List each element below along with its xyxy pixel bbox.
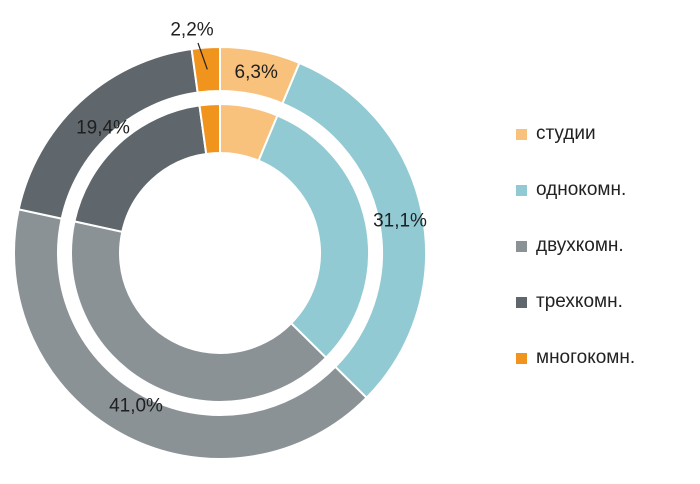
inner-slice-odnokomn [257, 114, 370, 360]
legend-item-dvuhkomn: двухкомн. [516, 235, 635, 256]
outer-slice-dvuhkomn [13, 208, 368, 461]
data-labels: 6,3% 31,1% 41,0% 19,4% 2,2% [76, 20, 427, 417]
legend-label: однокомн. [536, 179, 627, 200]
outer-slice-mnogokomn [190, 45, 221, 94]
legend-item-mnogokomn: многокомн. [516, 347, 636, 368]
data-label-trehkomn: 19,4% [76, 118, 130, 139]
legend: студии однокомн. двухкомн. трехкомн. мно… [516, 123, 636, 404]
inner-ring [70, 102, 370, 403]
data-label-studii: 6,3% [235, 62, 278, 83]
legend-item-studii: студии [516, 123, 635, 144]
data-label-mnogokomn: 2,2% [170, 20, 213, 41]
leader-lines [197, 42, 208, 70]
legend-item-odnokomn: однокомн. [516, 179, 635, 200]
legend-swatch [516, 128, 527, 140]
legend-swatch [516, 184, 527, 196]
legend-label: студии [536, 123, 596, 144]
data-label-dvuhkomn: 41,0% [109, 396, 163, 417]
legend-swatch [516, 296, 527, 308]
legend-label: трехкомн. [536, 291, 623, 312]
data-label-odnokomn: 31,1% [373, 211, 427, 232]
outer-ring [13, 45, 427, 461]
legend-swatch [516, 240, 527, 252]
legend-swatch [516, 352, 527, 364]
legend-item-trehkomn: трехкомн. [516, 291, 635, 312]
inner-slice-mnogokomn [198, 102, 221, 156]
leader-line-mnogokomn [197, 42, 208, 70]
legend-label: двухкомн. [536, 235, 624, 256]
inner-slice-dvuhkomn [70, 220, 328, 403]
legend-label: многокомн. [536, 347, 636, 368]
